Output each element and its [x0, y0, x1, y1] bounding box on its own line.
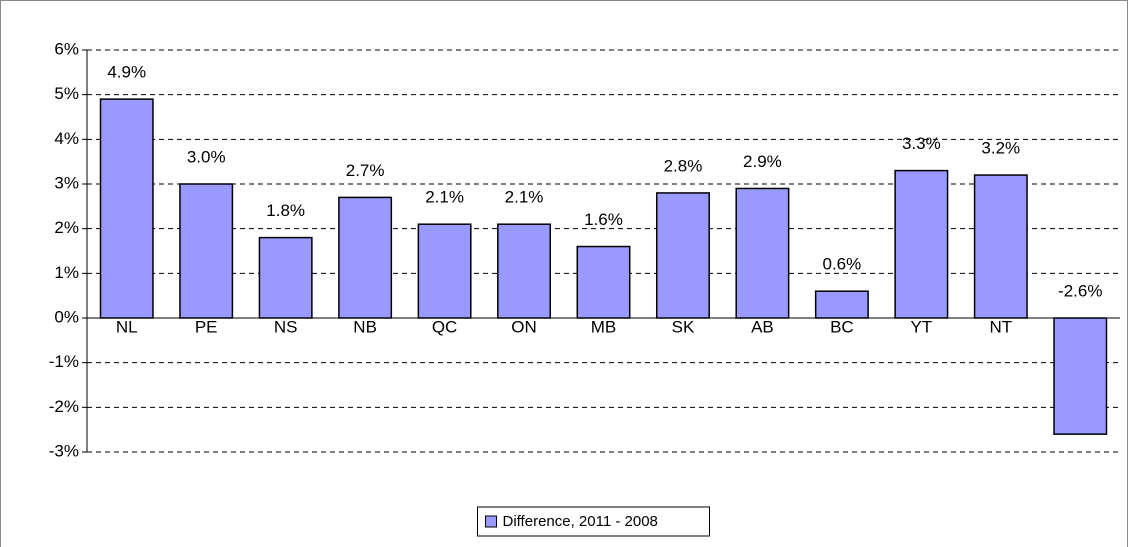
y-tick-label: 5%	[54, 84, 79, 103]
bar	[179, 183, 234, 319]
data-label: 3.2%	[981, 139, 1020, 158]
y-tick-label: 4%	[54, 129, 79, 148]
x-tick-label: BC	[830, 317, 854, 336]
bar	[973, 174, 1028, 319]
x-tick-label: NS	[274, 317, 298, 336]
y-tick-label: 6%	[54, 39, 79, 58]
data-label: 2.7%	[346, 161, 385, 180]
data-label: 2.1%	[425, 188, 464, 207]
bar	[99, 98, 154, 319]
bar	[497, 223, 552, 319]
data-label: 4.9%	[107, 63, 146, 82]
bar	[894, 169, 949, 319]
x-tick-label: NL	[116, 317, 138, 336]
data-label: 2.8%	[664, 156, 703, 175]
y-tick-label: -3%	[49, 441, 79, 460]
x-tick-label: PE	[195, 317, 218, 336]
x-tick-label: AB	[751, 317, 774, 336]
x-tick-label: NT	[989, 317, 1012, 336]
data-label: 1.6%	[584, 210, 623, 229]
bar	[338, 196, 393, 319]
bar	[258, 236, 313, 319]
x-tick-label: MB	[591, 317, 617, 336]
bar	[655, 192, 710, 319]
data-label: 1.8%	[266, 201, 305, 220]
bar	[1053, 317, 1108, 435]
bar	[735, 187, 790, 319]
y-tick-label: 0%	[54, 307, 79, 326]
y-tick-label: 1%	[54, 263, 79, 282]
x-tick-label: NB	[353, 317, 377, 336]
y-tick-label: -1%	[49, 352, 79, 371]
y-tick-label: 3%	[54, 173, 79, 192]
x-tick-label: ON	[511, 317, 537, 336]
legend-swatch	[485, 515, 497, 528]
x-tick-label: QC	[432, 317, 458, 336]
data-label: 3.3%	[902, 134, 941, 153]
data-label: 2.1%	[505, 188, 544, 207]
data-label: 3.0%	[187, 147, 226, 166]
data-label: 0.6%	[823, 255, 862, 274]
bar	[814, 290, 869, 319]
bar	[576, 245, 631, 319]
data-label: -2.6%	[1058, 281, 1102, 300]
legend-box	[477, 506, 710, 537]
x-tick-label: SK	[672, 317, 695, 336]
x-tick-label: YT	[910, 317, 932, 336]
legend-label: Difference, 2011 - 2008	[503, 513, 658, 530]
data-label: 2.9%	[743, 152, 782, 171]
y-tick-label: -2%	[49, 397, 79, 416]
bar	[417, 223, 472, 319]
y-tick-label: 2%	[54, 218, 79, 237]
